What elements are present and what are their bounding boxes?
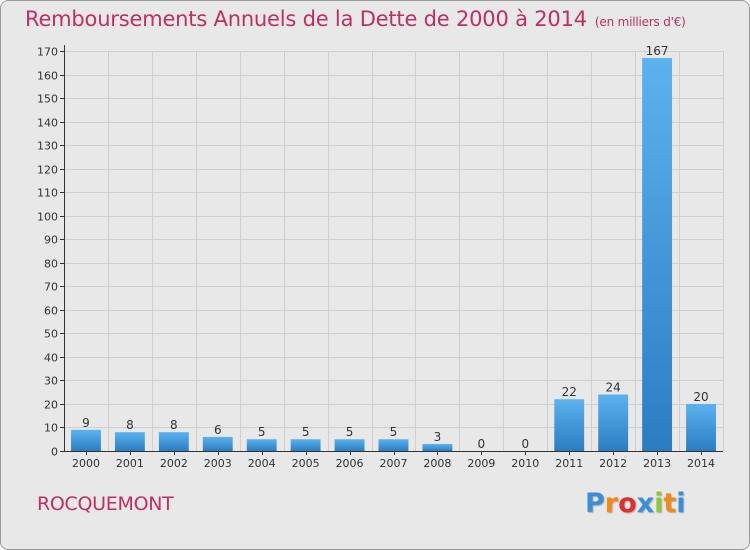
bar xyxy=(202,436,233,451)
data-label: 0 xyxy=(521,437,529,451)
proxiti-logo[interactable]: Proxiti xyxy=(585,488,686,519)
bar xyxy=(422,443,453,451)
town-name: ROCQUEMONT xyxy=(37,493,174,515)
y-tick-label: 60 xyxy=(44,305,58,318)
data-label: 167 xyxy=(646,44,669,58)
data-label: 5 xyxy=(346,425,354,439)
bar xyxy=(158,432,189,451)
x-tick-label: 2003 xyxy=(204,457,232,470)
bar xyxy=(114,432,145,451)
y-tick-label: 80 xyxy=(44,258,58,271)
bar xyxy=(290,439,321,451)
y-tick-label: 40 xyxy=(44,352,58,365)
y-tick-label: 10 xyxy=(44,422,58,435)
y-tick-label: 100 xyxy=(37,211,58,224)
chart-title: Remboursements Annuels de la Dette de 20… xyxy=(25,7,686,31)
bar xyxy=(246,439,277,451)
data-labels: 9 8 8 6 5 5 5 5 3 0 0 22 24 167 20 xyxy=(82,44,709,451)
x-tick-label: 2001 xyxy=(116,457,144,470)
y-tick-label: 140 xyxy=(37,117,58,130)
bar xyxy=(71,429,101,451)
x-axis: 2000 2001 2002 2003 2004 2005 2006 2007 2008 2009… xyxy=(64,451,723,470)
y-axis: 0 10 20 30 40 50 60 70 80 90 100 110 120 130 140 150 160… xyxy=(37,45,65,459)
x-tick-label: 2013 xyxy=(643,457,671,470)
data-label: 0 xyxy=(478,437,486,451)
y-tick-label: 170 xyxy=(37,46,58,59)
y-tick-label: 50 xyxy=(44,328,58,341)
bar xyxy=(334,439,365,451)
y-tick-label: 160 xyxy=(37,70,58,83)
logo-letter: i xyxy=(676,488,686,519)
x-tick-label: 2004 xyxy=(248,457,276,470)
chart-title-text: Remboursements Annuels de la Dette de 20… xyxy=(25,7,587,31)
chart-subtitle: (en milliers d'€) xyxy=(594,15,686,29)
bar xyxy=(642,58,673,451)
y-tick-label: 70 xyxy=(44,281,58,294)
logo-letter: P xyxy=(585,488,605,519)
x-tick-label: 2011 xyxy=(555,457,583,470)
x-tick-label: 2006 xyxy=(336,457,364,470)
y-tick-label: 0 xyxy=(51,446,58,459)
grid-lines xyxy=(64,51,724,451)
logo-letter: o xyxy=(618,488,637,519)
logo-letter: t xyxy=(663,488,677,519)
x-tick-label: 2010 xyxy=(511,457,539,470)
y-tick-label: 90 xyxy=(44,234,58,247)
logo-letter: x xyxy=(636,488,655,519)
data-label: 9 xyxy=(82,416,90,430)
data-label: 5 xyxy=(302,425,310,439)
data-label: 20 xyxy=(693,390,708,404)
data-label: 24 xyxy=(606,381,621,395)
data-label: 22 xyxy=(562,385,577,399)
x-tick-label: 2012 xyxy=(599,457,627,470)
logo-letter: i xyxy=(654,488,664,519)
y-tick-label: 30 xyxy=(44,375,58,388)
data-label: 8 xyxy=(126,418,134,432)
x-tick-label: 2008 xyxy=(423,457,451,470)
bar xyxy=(686,403,716,451)
y-tick-label: 20 xyxy=(44,399,58,412)
bar xyxy=(554,399,585,451)
x-tick-label: 2000 xyxy=(72,457,100,470)
data-label: 6 xyxy=(214,423,222,437)
x-tick-label: 2014 xyxy=(687,457,715,470)
bar xyxy=(378,439,409,451)
data-label: 5 xyxy=(390,425,398,439)
y-tick-label: 120 xyxy=(37,164,58,177)
logo-letter: r xyxy=(604,488,619,519)
y-tick-label: 150 xyxy=(37,93,58,106)
bars xyxy=(71,58,716,451)
data-label: 3 xyxy=(434,430,442,444)
bar xyxy=(598,394,629,451)
y-tick-label: 110 xyxy=(37,187,58,200)
x-tick-label: 2002 xyxy=(160,457,188,470)
data-label: 8 xyxy=(170,418,178,432)
data-label: 5 xyxy=(258,425,266,439)
x-tick-label: 2009 xyxy=(467,457,495,470)
x-tick-label: 2007 xyxy=(380,457,408,470)
x-tick-label: 2005 xyxy=(292,457,320,470)
y-tick-label: 130 xyxy=(37,140,58,153)
